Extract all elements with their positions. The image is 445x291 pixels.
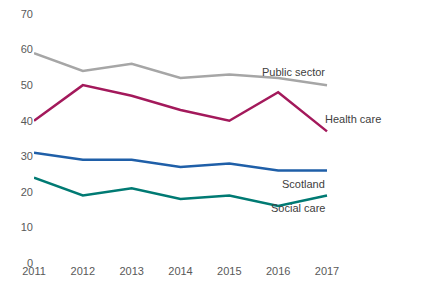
svg-text:2016: 2016 xyxy=(266,265,290,277)
svg-text:2017: 2017 xyxy=(315,265,339,277)
svg-text:20: 20 xyxy=(21,186,33,198)
svg-text:Social care: Social care xyxy=(271,202,325,214)
svg-text:Public sector: Public sector xyxy=(262,66,325,78)
svg-text:2014: 2014 xyxy=(168,265,192,277)
svg-text:60: 60 xyxy=(21,43,33,55)
svg-text:40: 40 xyxy=(21,115,33,127)
svg-text:30: 30 xyxy=(21,150,33,162)
svg-text:2015: 2015 xyxy=(217,265,241,277)
svg-text:0: 0 xyxy=(27,257,33,269)
svg-text:2011: 2011 xyxy=(22,265,46,277)
svg-text:50: 50 xyxy=(21,79,33,91)
svg-text:2013: 2013 xyxy=(119,265,143,277)
svg-text:10: 10 xyxy=(21,221,33,233)
svg-text:70: 70 xyxy=(21,8,33,20)
svg-text:Health care: Health care xyxy=(325,113,381,125)
svg-text:Scotland: Scotland xyxy=(282,178,325,190)
svg-text:2012: 2012 xyxy=(71,265,95,277)
